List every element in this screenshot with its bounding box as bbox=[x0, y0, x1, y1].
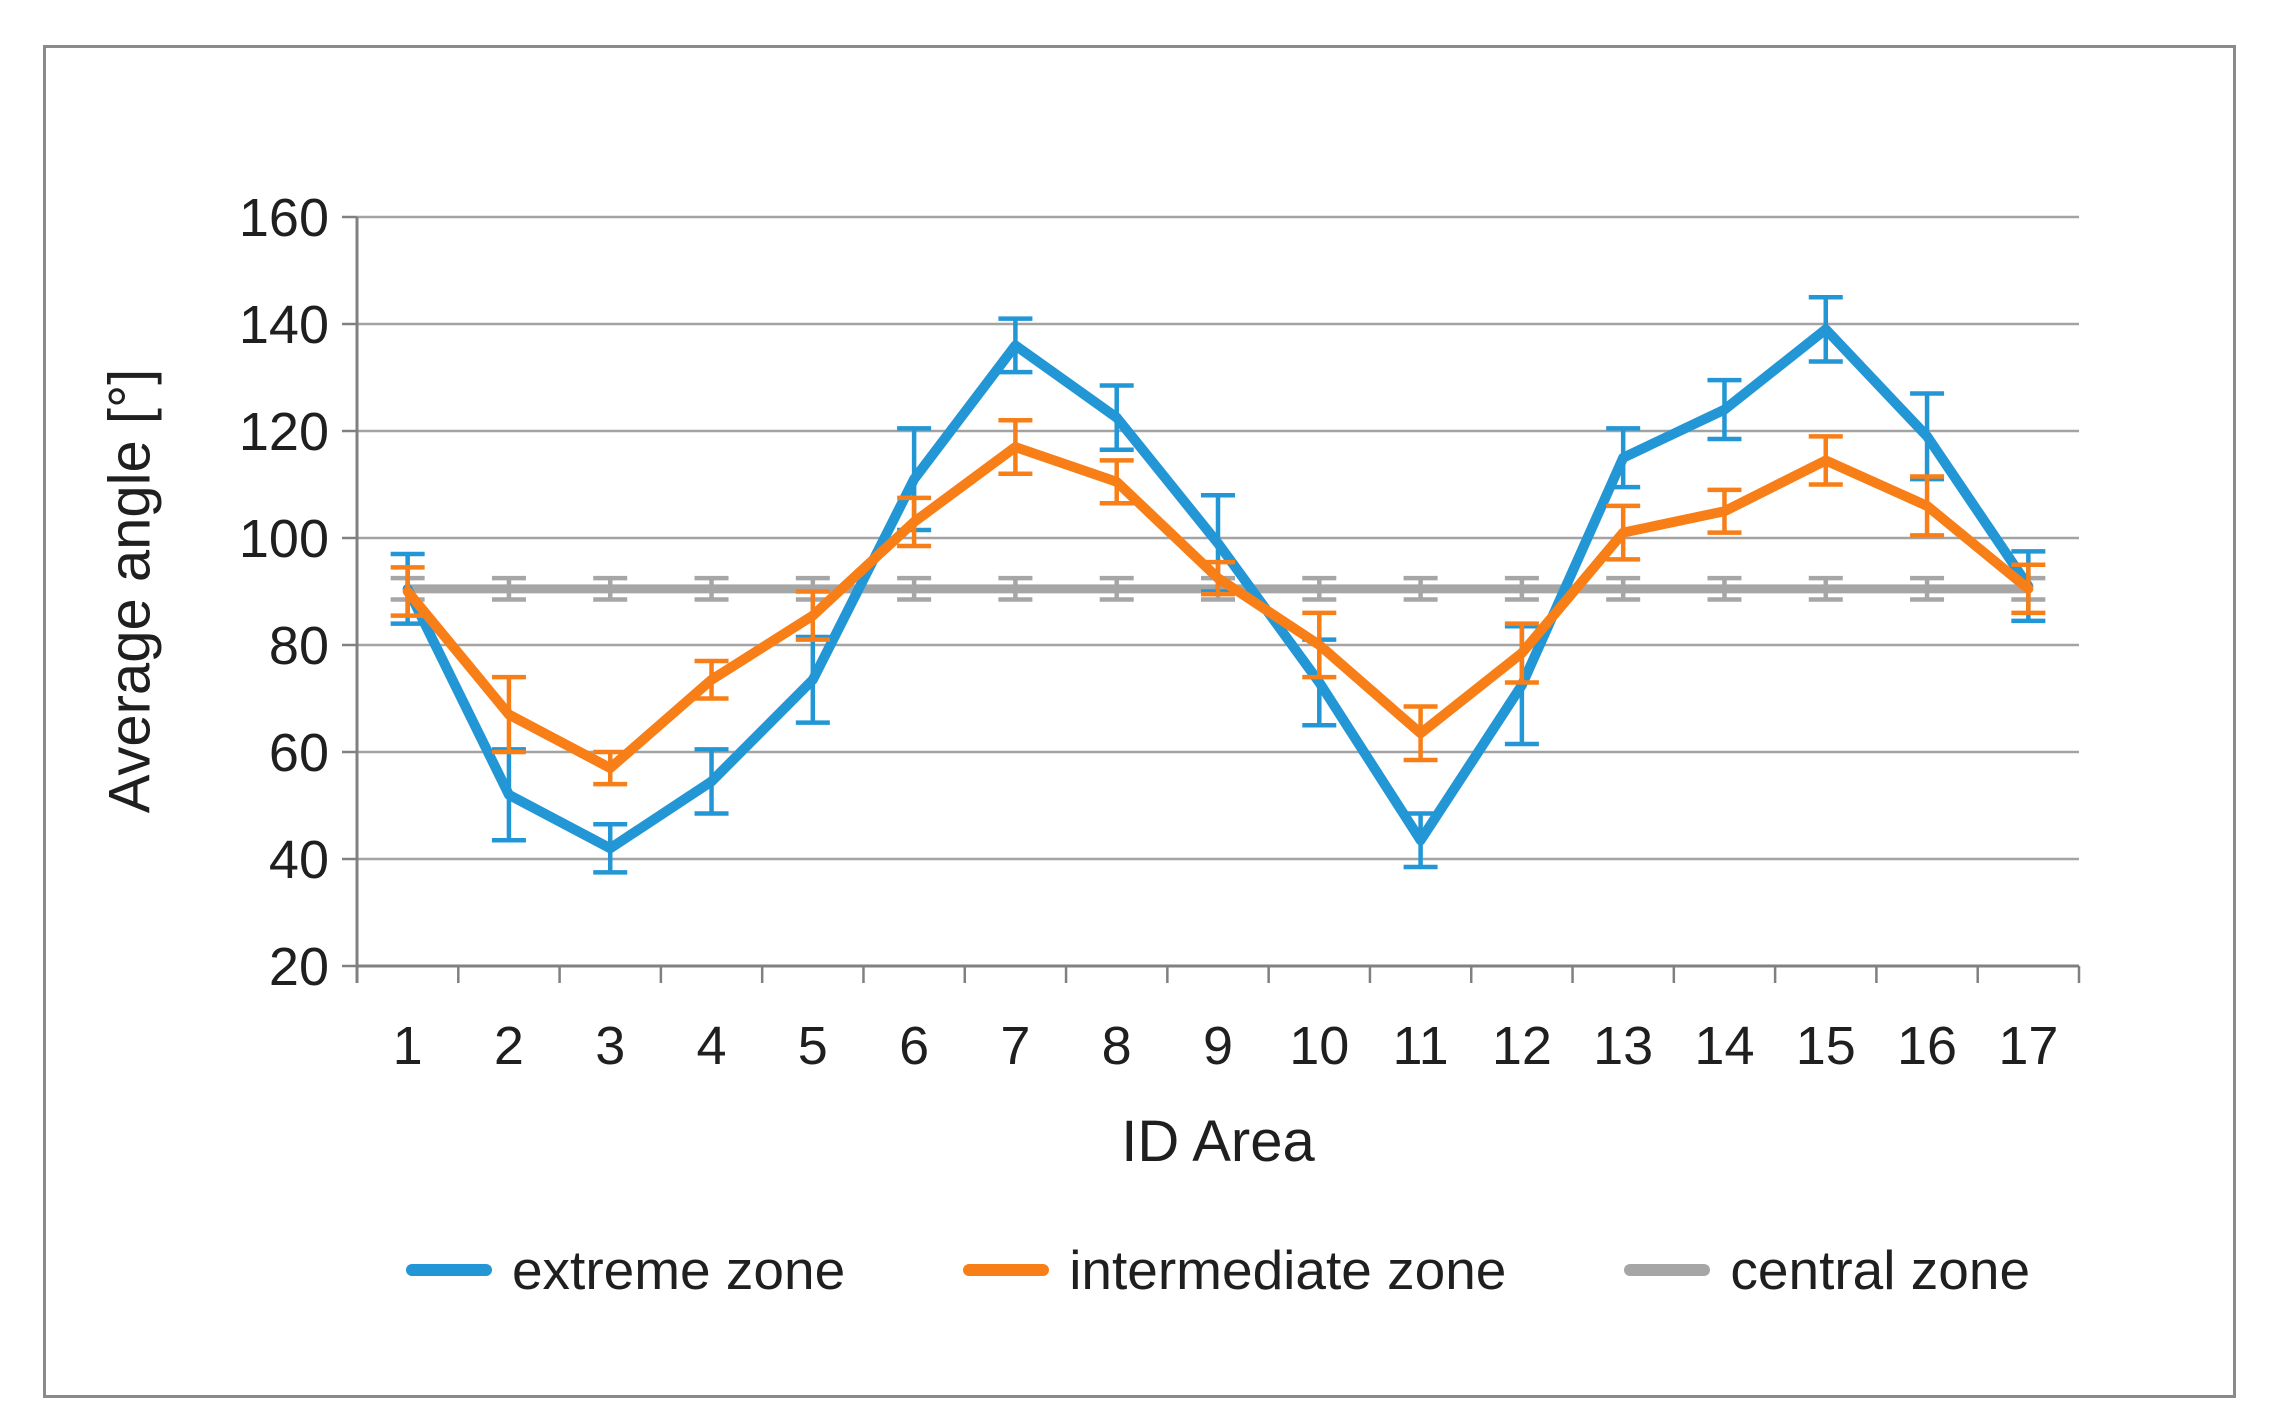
x-tick-label: 11 bbox=[1393, 1016, 1449, 1076]
x-tick-label: 6 bbox=[899, 1016, 929, 1076]
x-tick-label: 12 bbox=[1492, 1016, 1552, 1076]
legend-item-intermediate-zone: intermediate zone bbox=[963, 1238, 1506, 1302]
y-tick-label: 140 bbox=[239, 295, 329, 355]
y-axis-title: Average angle [°] bbox=[97, 368, 163, 814]
legend-label: extreme zone bbox=[511, 1239, 846, 1301]
intermediate-zone-line-swatch-icon bbox=[963, 1264, 1050, 1276]
x-tick-label: 16 bbox=[1897, 1016, 1957, 1076]
x-tick-label: 5 bbox=[798, 1016, 828, 1076]
legend-label: central zone bbox=[1730, 1239, 2031, 1301]
x-tick-label: 9 bbox=[1203, 1016, 1233, 1076]
x-tick-label: 8 bbox=[1102, 1016, 1132, 1076]
x-tick-label: 17 bbox=[1998, 1016, 2058, 1076]
x-tick-label: 4 bbox=[697, 1016, 727, 1076]
y-tick-label: 120 bbox=[239, 402, 329, 462]
x-tick-label: 3 bbox=[595, 1016, 625, 1076]
x-tick-label: 10 bbox=[1289, 1016, 1349, 1076]
y-tick-label: 40 bbox=[269, 830, 329, 890]
y-tick-label: 80 bbox=[269, 616, 329, 676]
series-line-intermediate-zone bbox=[402, 442, 2034, 774]
central-zone-line-swatch-icon bbox=[1624, 1264, 1711, 1276]
legend-item-central-zone: central zone bbox=[1624, 1238, 2030, 1302]
y-tick-label: 60 bbox=[269, 723, 329, 783]
extreme-zone-line-swatch-icon bbox=[405, 1264, 492, 1276]
y-tick-label: 160 bbox=[239, 188, 329, 248]
x-tick-label: 14 bbox=[1694, 1016, 1754, 1076]
x-tick-label: 7 bbox=[1000, 1016, 1030, 1076]
y-tick-label: 100 bbox=[239, 509, 329, 569]
chart-frame bbox=[43, 45, 2236, 1398]
series-line-extreme-zone bbox=[402, 324, 2034, 854]
legend-label: intermediate zone bbox=[1069, 1239, 1507, 1301]
x-tick-label: 2 bbox=[494, 1016, 524, 1076]
legend-item-extreme-zone: extreme zone bbox=[405, 1238, 846, 1302]
x-tick-label: 13 bbox=[1593, 1016, 1653, 1076]
legend: extreme zone intermediate zone central z… bbox=[357, 1238, 2079, 1302]
x-axis-title: ID Area bbox=[1121, 1109, 1315, 1174]
x-tick-label: 15 bbox=[1796, 1016, 1856, 1076]
y-tick-label: 20 bbox=[269, 937, 329, 997]
x-tick-label: 1 bbox=[393, 1016, 423, 1076]
